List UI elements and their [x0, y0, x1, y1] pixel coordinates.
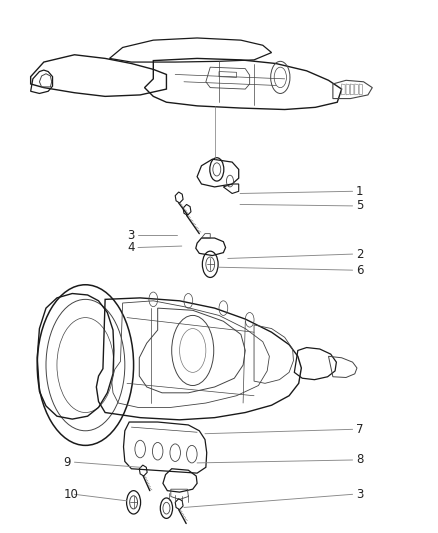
Text: 5: 5	[356, 199, 364, 212]
Text: 9: 9	[64, 456, 71, 469]
Text: 10: 10	[64, 488, 78, 501]
Text: 2: 2	[356, 248, 364, 261]
Text: 4: 4	[127, 241, 134, 254]
Text: 7: 7	[356, 423, 364, 436]
Text: 1: 1	[356, 185, 364, 198]
Text: 8: 8	[356, 454, 364, 466]
Text: 3: 3	[127, 229, 134, 241]
Text: 3: 3	[356, 488, 364, 501]
Text: 6: 6	[356, 264, 364, 277]
